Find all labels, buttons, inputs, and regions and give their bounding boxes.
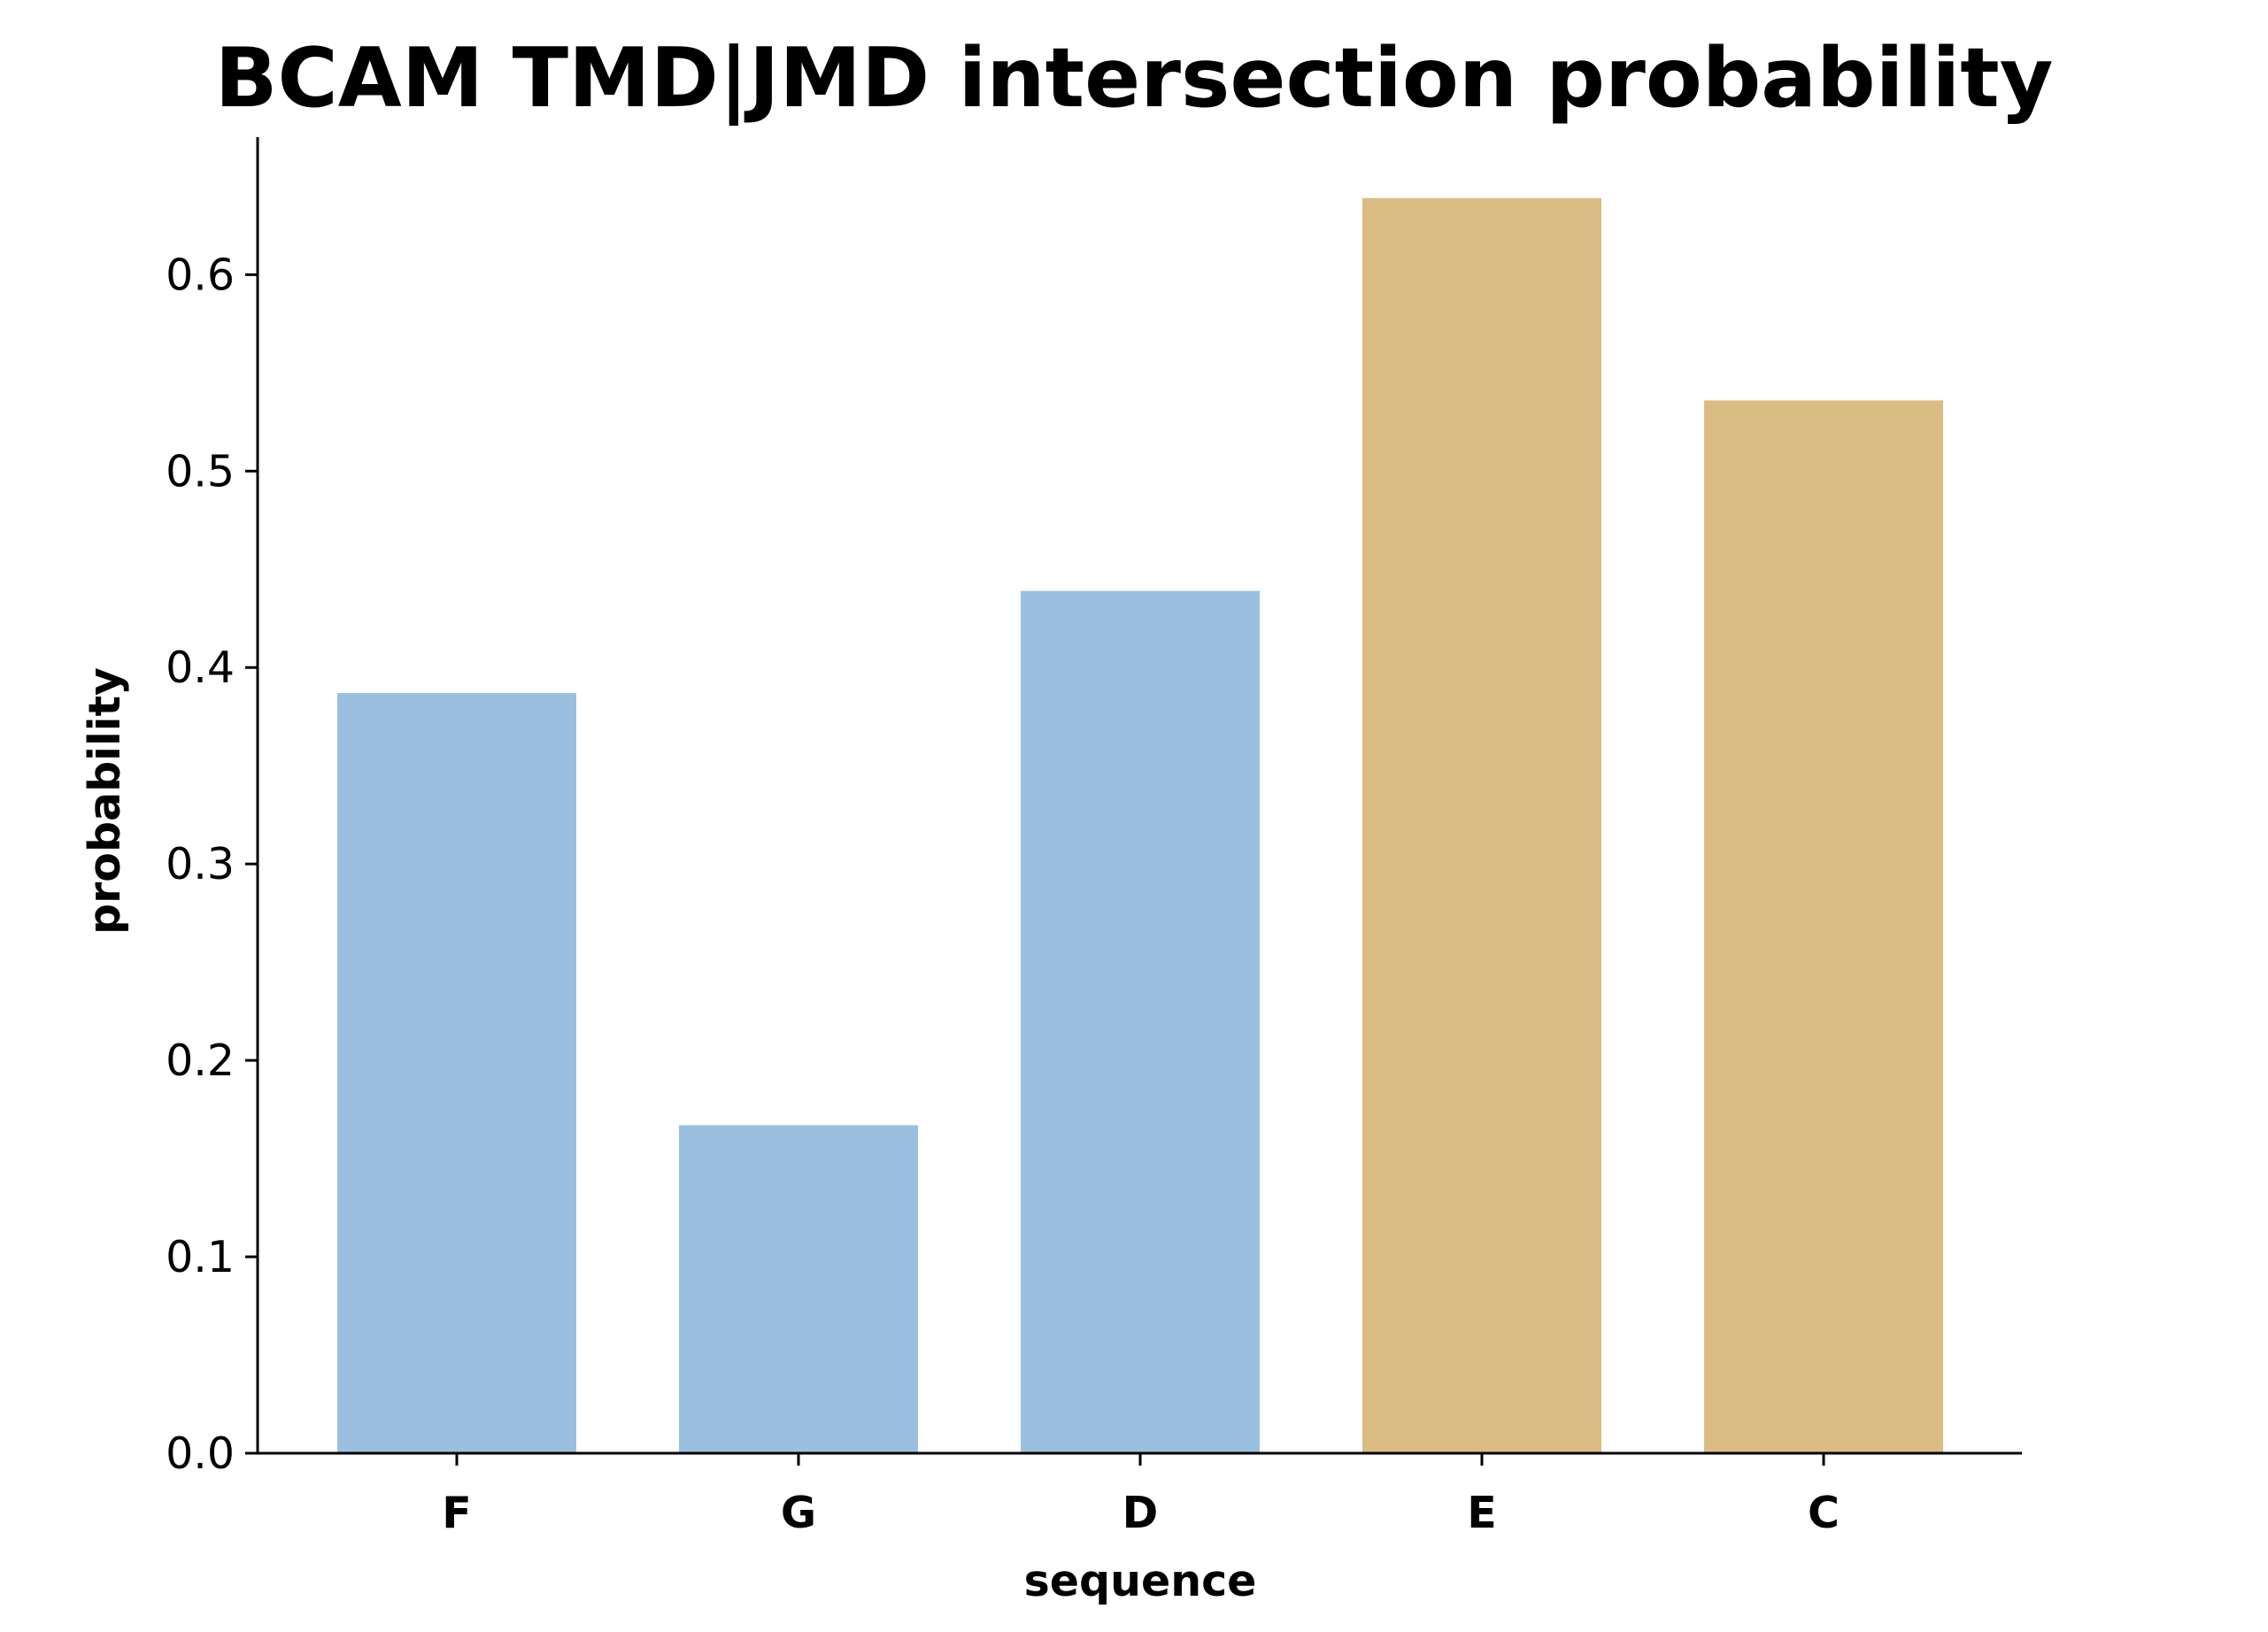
- y-tick-label: 0.6: [166, 250, 235, 300]
- bar-g: [679, 1125, 918, 1453]
- bar-f: [337, 693, 576, 1453]
- x-tick-label: G: [781, 1488, 816, 1538]
- bars-group: [337, 197, 1943, 1453]
- bar-e: [1362, 197, 1601, 1453]
- x-tick-label: D: [1122, 1488, 1159, 1538]
- y-tick-label: 0.0: [166, 1428, 235, 1479]
- y-axis-label: probability: [80, 667, 130, 935]
- x-tick-label: F: [442, 1488, 471, 1538]
- x-axis-label: sequence: [1024, 1556, 1257, 1606]
- x-tick-label: C: [1808, 1488, 1840, 1538]
- y-axis-ticks: 0.0 0.1 0.2 0.3 0.4 0.5 0.6: [166, 250, 258, 1479]
- bar-c: [1704, 400, 1943, 1453]
- y-tick-label: 0.2: [166, 1035, 235, 1086]
- chart-title: BCAM TMD|JMD intersection probability: [215, 30, 2054, 126]
- y-tick-label: 0.4: [166, 643, 235, 693]
- y-tick-label: 0.1: [166, 1232, 235, 1282]
- bar-d: [1021, 590, 1260, 1453]
- y-tick-label: 0.5: [166, 446, 235, 497]
- y-tick-label: 0.3: [166, 839, 235, 889]
- x-tick-label: E: [1467, 1488, 1496, 1538]
